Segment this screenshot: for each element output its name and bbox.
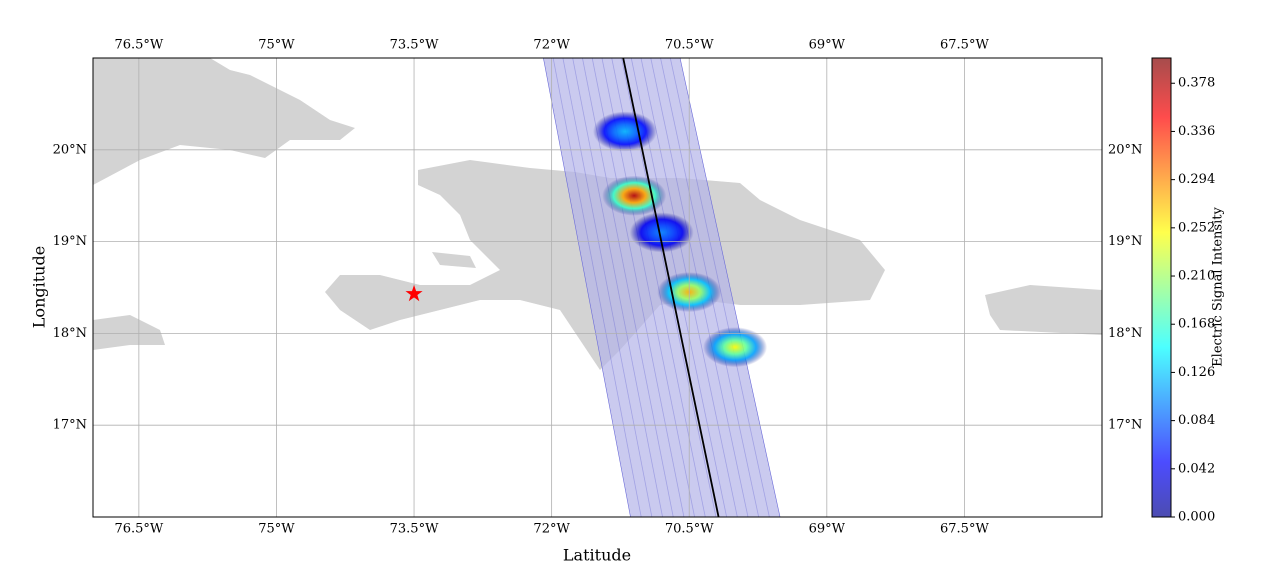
colorbar-label: Electric Signal Intensity	[1211, 207, 1226, 367]
colorbar-tick-label: 0.252	[1178, 220, 1215, 235]
hotspot	[703, 327, 768, 368]
colorbar-tick-label: 0.126	[1178, 365, 1215, 380]
epicenter-marker	[405, 284, 423, 302]
y-axis-label: Longitude	[30, 246, 49, 328]
x-tick-label-top: 75°W	[258, 38, 295, 53]
colorbar-tick-label: 0.294	[1178, 172, 1215, 187]
x-tick-label: 69°W	[809, 522, 846, 537]
puerto-rico	[985, 285, 1102, 335]
colorbar-tick-label: 0.000	[1178, 510, 1215, 525]
x-tick-label: 70.5°W	[665, 522, 714, 537]
x-axis-label: Latitude	[563, 546, 631, 565]
x-tick-label-top: 73.5°W	[390, 38, 439, 53]
y-tick-label: 18°N	[53, 326, 87, 341]
colorbar-tick-label: 0.378	[1178, 76, 1215, 91]
y-tick-label: 19°N	[53, 234, 87, 249]
colorbar-tick-label: 0.042	[1178, 461, 1215, 476]
x-tick-label-top: 70.5°W	[665, 38, 714, 53]
colorbar-tick-label: 0.168	[1178, 317, 1215, 332]
swath-contour	[572, 58, 663, 517]
colorbar-tick-label: 0.084	[1178, 413, 1215, 428]
plot-area	[93, 58, 1102, 517]
hotspot	[593, 111, 658, 152]
track-line	[622, 58, 720, 517]
x-tick-label: 67.5°W	[940, 522, 989, 537]
swath-contour	[562, 58, 653, 517]
x-tick-label: 72°W	[533, 522, 570, 537]
x-tick-label-top: 76.5°W	[114, 38, 163, 53]
y-tick-label: 17°N	[53, 418, 87, 433]
cuba	[93, 58, 355, 185]
colorbar	[1151, 57, 1172, 518]
hotspot	[602, 175, 667, 216]
jamaica	[93, 315, 165, 350]
colorbar-tick-label: 0.210	[1178, 269, 1215, 284]
x-tick-label: 76.5°W	[114, 522, 163, 537]
hotspot	[629, 212, 694, 253]
y-tick-label: 20°N	[53, 142, 87, 157]
colorbar-tick-label: 0.336	[1178, 124, 1215, 139]
y-tick-label-right: 17°N	[1108, 418, 1142, 433]
x-tick-label: 73.5°W	[390, 522, 439, 537]
plot-frame	[92, 57, 1103, 518]
y-tick-label-right: 19°N	[1108, 234, 1142, 249]
y-tick-label-right: 18°N	[1108, 326, 1142, 341]
x-tick-label: 75°W	[258, 522, 295, 537]
x-tick-label-top: 67.5°W	[940, 38, 989, 53]
x-tick-label-top: 72°W	[533, 38, 570, 53]
gonave	[432, 252, 476, 268]
y-tick-label-right: 20°N	[1108, 142, 1142, 157]
swath-contour	[552, 58, 642, 517]
x-tick-label-top: 69°W	[809, 38, 846, 53]
